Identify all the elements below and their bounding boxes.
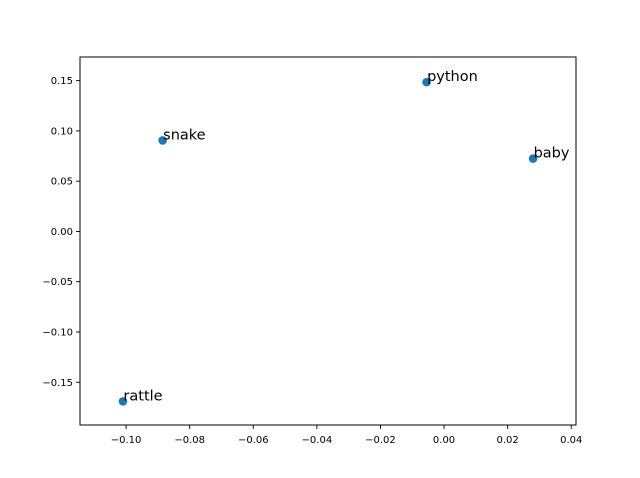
y-axis: 0.15 0.10 0.05 0.00 −0.05 −0.10 −0.15 [42,76,80,389]
y-tick-label: −0.05 [42,277,73,288]
point-label-baby: baby [534,146,570,162]
data-point-rattle [118,397,128,406]
point-labels: python snake baby rattle [123,69,569,404]
x-tick-label: −0.06 [238,435,269,446]
x-tick-label: −0.04 [302,435,333,446]
y-tick-label: −0.10 [42,327,73,338]
data-point-baby [528,154,538,163]
x-tick-label: −0.10 [111,435,142,446]
y-tick-label: 0.15 [51,76,73,87]
y-tick-label: −0.15 [42,378,73,389]
y-tick-label: 0.10 [51,126,73,137]
data-points [118,77,538,406]
y-tick-label: 0.00 [51,227,73,238]
x-axis: −0.10 −0.08 −0.06 −0.04 −0.02 0.00 0.02 0.04 [111,425,582,446]
x-tick-label: 0.04 [560,435,582,446]
x-tick-label: −0.08 [174,435,205,446]
point-label-python: python [427,69,478,85]
point-label-snake: snake [163,127,206,143]
data-point-python [422,77,431,87]
data-point-snake [158,136,167,145]
x-tick-label: 0.00 [433,435,455,446]
x-tick-label: 0.02 [497,435,519,446]
x-tick-label: −0.02 [365,435,396,446]
point-label-rattle: rattle [123,388,162,404]
plot-area [80,57,576,425]
y-tick-label: 0.05 [51,177,73,188]
plot-frame [79,56,577,426]
